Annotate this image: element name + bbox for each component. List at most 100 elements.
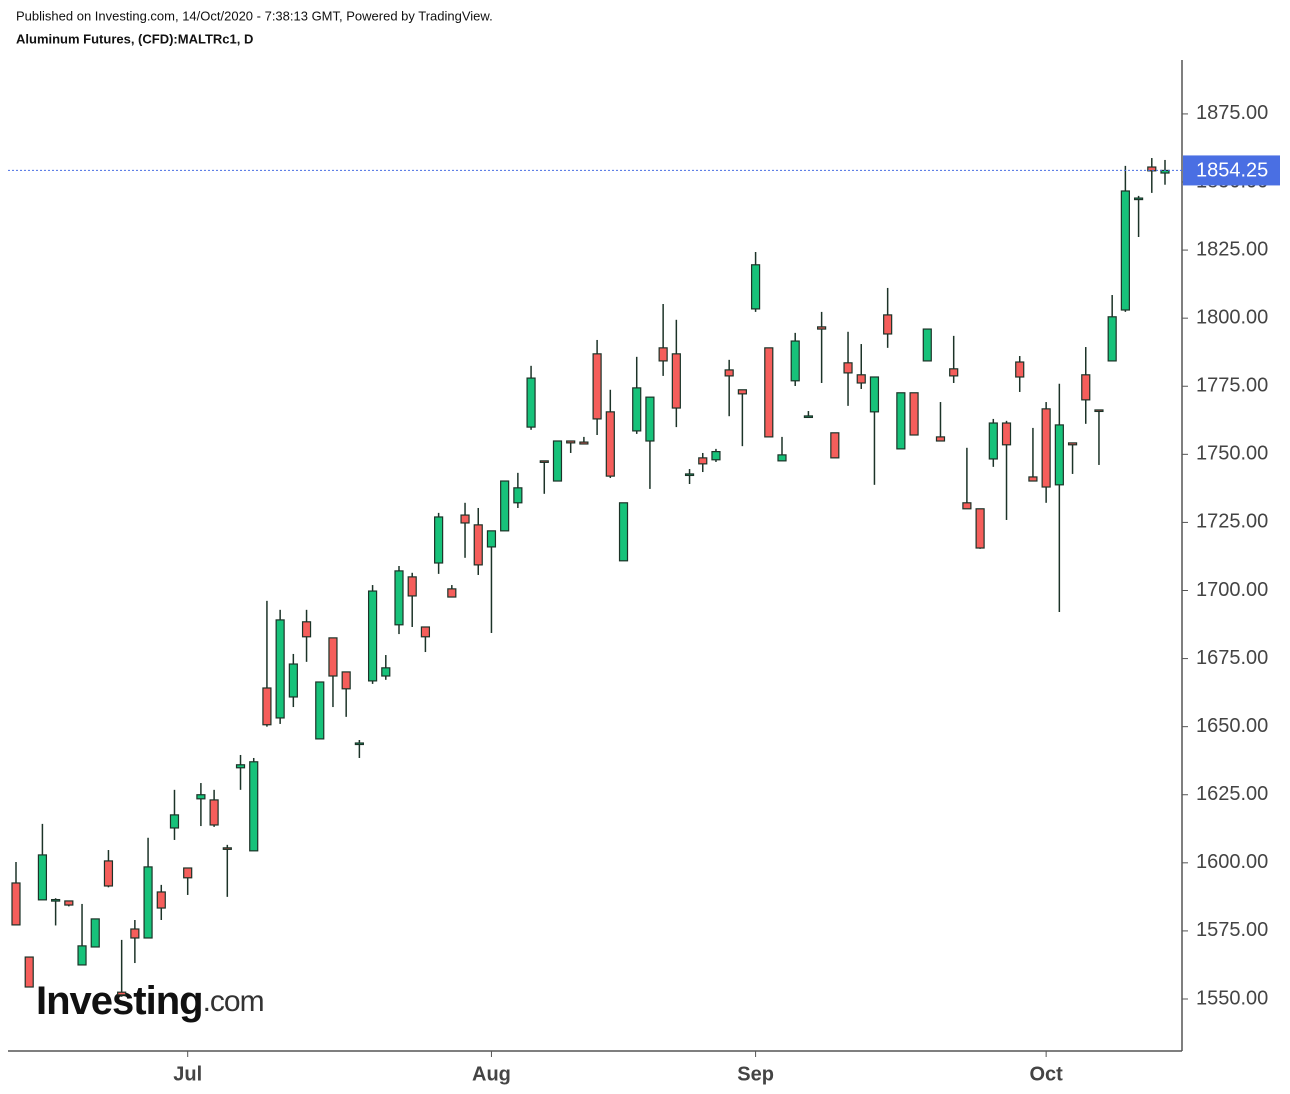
x-tick-label: Sep bbox=[737, 1063, 774, 1085]
candle-body bbox=[645, 396, 655, 442]
candle-body bbox=[11, 882, 21, 926]
chart-title: Aluminum Futures, (CFD):MALTRc1, D bbox=[16, 31, 253, 46]
candle-body bbox=[764, 347, 774, 438]
candle-body bbox=[790, 340, 800, 382]
candle-body bbox=[275, 619, 285, 719]
watermark: Investing.com bbox=[36, 979, 264, 1023]
candle-body bbox=[156, 891, 166, 909]
candle-body bbox=[777, 454, 787, 462]
candle-body bbox=[143, 866, 153, 939]
chart-subtitle: Published on Investing.com, 14/Oct/2020 … bbox=[16, 8, 493, 23]
candle-body bbox=[301, 621, 312, 638]
x-tick-label: Jul bbox=[173, 1063, 202, 1085]
candle-body bbox=[407, 576, 417, 597]
y-tick-label: 1650.00 bbox=[1196, 715, 1268, 737]
candle-body bbox=[605, 411, 615, 477]
candle-body bbox=[460, 514, 470, 524]
x-tick-label: Oct bbox=[1029, 1063, 1063, 1085]
last-price-box bbox=[1183, 155, 1280, 186]
candle-body bbox=[883, 314, 893, 335]
candle-body bbox=[1107, 316, 1117, 362]
candle-body bbox=[1147, 166, 1157, 172]
candle-body bbox=[830, 432, 840, 459]
candle-body bbox=[579, 441, 589, 445]
candle-body bbox=[434, 516, 444, 564]
candle-body bbox=[1133, 197, 1144, 201]
candle-body bbox=[658, 347, 668, 362]
watermark-brand: Investing bbox=[36, 979, 203, 1023]
candle-body bbox=[381, 667, 391, 677]
candle-body bbox=[235, 764, 246, 769]
x-tick-label: Aug bbox=[472, 1063, 511, 1085]
candle-body bbox=[64, 900, 74, 906]
candle-body bbox=[169, 814, 180, 829]
candle-body bbox=[51, 898, 61, 902]
candle-body bbox=[117, 991, 127, 996]
y-tick-label: 1800.00 bbox=[1196, 306, 1268, 328]
candle-body bbox=[684, 473, 695, 477]
candle-body bbox=[341, 671, 351, 690]
candle-body bbox=[737, 389, 747, 395]
y-tick-label: 1750.00 bbox=[1196, 443, 1268, 465]
candle-body bbox=[896, 392, 906, 450]
candle-body bbox=[671, 353, 681, 409]
candles bbox=[11, 158, 1170, 997]
candle-body bbox=[315, 681, 325, 740]
y-tick-label: 1675.00 bbox=[1196, 647, 1268, 669]
candle-body bbox=[1015, 361, 1025, 378]
candle-body bbox=[183, 867, 193, 879]
y-tick-label: 1875.00 bbox=[1196, 102, 1268, 124]
y-tick-label: 1550.00 bbox=[1196, 987, 1268, 1009]
candle-body bbox=[962, 502, 972, 510]
candle-body bbox=[526, 377, 536, 428]
candle-body bbox=[367, 590, 378, 682]
candle-body bbox=[869, 376, 880, 413]
candle-body bbox=[632, 387, 642, 432]
watermark-suffix: .com bbox=[203, 985, 264, 1018]
candle-body bbox=[288, 663, 298, 698]
candle-body bbox=[922, 328, 932, 362]
candle-body bbox=[1094, 409, 1104, 413]
candle-body bbox=[222, 847, 232, 850]
last-price-label: 1854.25 bbox=[1196, 160, 1268, 182]
candle-body bbox=[817, 326, 827, 330]
candle-body bbox=[90, 918, 100, 948]
candle-body bbox=[711, 451, 721, 461]
y-tick-label: 1700.00 bbox=[1196, 579, 1268, 601]
candle-body bbox=[592, 353, 602, 420]
candle-body bbox=[24, 956, 34, 988]
candle-body bbox=[566, 440, 576, 444]
candle-body bbox=[1028, 476, 1038, 482]
candle-body bbox=[935, 436, 946, 442]
candle-body bbox=[394, 570, 404, 626]
candle-body bbox=[500, 480, 510, 532]
candle-body bbox=[909, 392, 919, 436]
candle-body bbox=[354, 742, 364, 746]
candle-body bbox=[552, 440, 563, 482]
candle-body bbox=[1081, 374, 1091, 401]
candle-body bbox=[262, 687, 272, 726]
candle-body bbox=[803, 415, 814, 419]
candle-body bbox=[1054, 424, 1064, 486]
candle-body bbox=[103, 860, 114, 887]
candle-body bbox=[196, 794, 206, 800]
candle-body bbox=[949, 368, 959, 377]
candle-body bbox=[486, 530, 497, 548]
candle-body bbox=[843, 362, 853, 374]
candle-body bbox=[1001, 422, 1012, 446]
candle-body bbox=[698, 457, 708, 465]
candle-body bbox=[420, 626, 431, 638]
y-tick-label: 1600.00 bbox=[1196, 851, 1268, 873]
candle-body bbox=[724, 369, 734, 377]
candle-body bbox=[328, 637, 338, 677]
candle-body bbox=[1120, 190, 1130, 311]
candle-body bbox=[513, 487, 523, 504]
candle-body bbox=[37, 854, 48, 901]
candle-body bbox=[618, 502, 629, 562]
candle-body bbox=[249, 761, 259, 852]
candle-body bbox=[77, 945, 87, 966]
y-tick-label: 1725.00 bbox=[1196, 511, 1268, 533]
y-tick-label: 1625.00 bbox=[1196, 783, 1268, 805]
candle-body bbox=[130, 928, 140, 939]
